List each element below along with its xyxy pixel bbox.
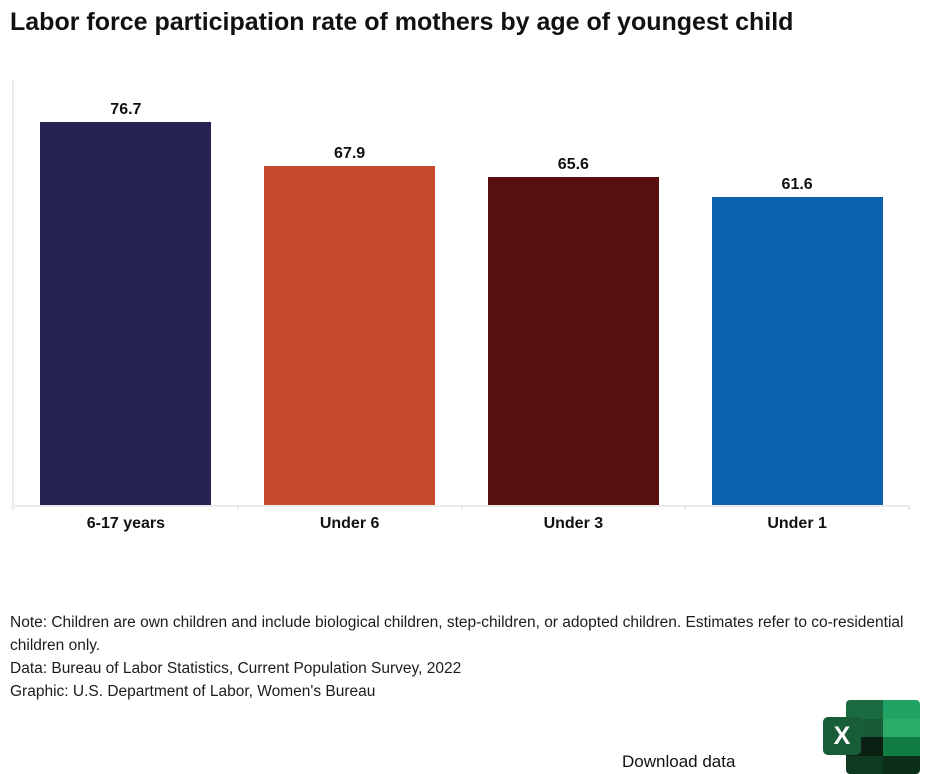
bar-under-6 (264, 165, 436, 505)
bar-slot: 61.6 (685, 80, 909, 505)
category-label: Under 1 (767, 515, 827, 532)
chart-notes: Note: Children are own children and incl… (10, 611, 922, 703)
bar-under-3 (487, 177, 659, 505)
excel-icon[interactable]: X (823, 700, 920, 774)
bar-under-1 (711, 197, 883, 505)
axis-tick (684, 505, 687, 510)
category-label: Under 3 (543, 515, 604, 532)
bar-6-17-years (40, 121, 212, 505)
axis-tick (236, 505, 239, 510)
data-source-text: Data: Bureau of Labor Statistics, Curren… (10, 660, 462, 677)
note-text: Note: Children are own children and incl… (10, 614, 904, 654)
bar-value-label: 61.6 (781, 176, 813, 193)
x-axis-labels: 6-17 years Under 6 Under 3 Under 1 (14, 507, 909, 533)
download-data-link[interactable]: Download data (622, 752, 736, 771)
plot-area: 76.7 67.9 65.6 61.6 (12, 80, 910, 510)
bar-slot: 67.9 (238, 80, 462, 505)
bar-value-label: 67.9 (334, 144, 366, 162)
axis-tick (908, 505, 910, 510)
bar-slot: 65.6 (462, 80, 686, 505)
graphic-credit-text: Graphic: U.S. Department of Labor, Women… (10, 683, 376, 700)
category-label: 6-17 years (86, 515, 166, 532)
axis-tick (460, 505, 463, 510)
bar-value-label: 65.6 (557, 156, 589, 173)
bar-chart: 76.7 67.9 65.6 61.6 6-17 years Under 6 Under … (12, 80, 910, 533)
category-label: Under 6 (319, 515, 380, 532)
bar-slot: 76.7 (14, 80, 238, 505)
chart-title: Labor force participation rate of mother… (10, 8, 794, 36)
excel-icon-letter: X (823, 717, 861, 755)
axis-tick (12, 505, 14, 510)
bar-value-label: 76.7 (110, 100, 142, 118)
